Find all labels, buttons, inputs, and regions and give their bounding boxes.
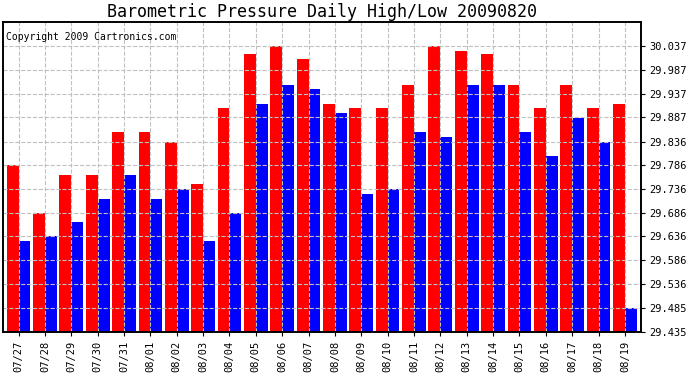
Bar — [191, 184, 203, 332]
Bar — [560, 84, 572, 332]
Bar — [546, 156, 558, 332]
Bar — [440, 137, 452, 332]
Bar — [217, 108, 230, 332]
Bar — [349, 108, 362, 332]
Text: Copyright 2009 Cartronics.com: Copyright 2009 Cartronics.com — [6, 32, 177, 42]
Bar — [98, 198, 110, 332]
Bar — [586, 108, 598, 332]
Bar — [230, 213, 241, 332]
Bar — [19, 241, 30, 332]
Bar — [308, 89, 320, 332]
Bar — [335, 113, 347, 332]
Bar — [572, 118, 584, 332]
Bar — [520, 132, 531, 332]
Bar — [203, 241, 215, 332]
Bar — [625, 308, 637, 332]
Bar — [493, 84, 505, 332]
Bar — [177, 189, 188, 332]
Bar — [59, 175, 71, 332]
Bar — [598, 141, 611, 332]
Bar — [139, 132, 150, 332]
Bar — [534, 108, 546, 332]
Bar — [388, 189, 400, 332]
Bar — [323, 104, 335, 332]
Bar — [112, 132, 124, 332]
Bar — [481, 54, 493, 332]
Bar — [256, 104, 268, 332]
Bar — [455, 51, 466, 332]
Bar — [33, 213, 45, 332]
Bar — [45, 237, 57, 332]
Bar — [86, 175, 98, 332]
Bar — [402, 84, 414, 332]
Bar — [362, 194, 373, 332]
Bar — [297, 59, 308, 332]
Title: Barometric Pressure Daily High/Low 20090820: Barometric Pressure Daily High/Low 20090… — [107, 3, 537, 21]
Bar — [150, 198, 162, 332]
Bar — [508, 84, 520, 332]
Bar — [282, 84, 294, 332]
Bar — [376, 108, 388, 332]
Bar — [124, 175, 136, 332]
Bar — [165, 141, 177, 332]
Bar — [466, 84, 479, 332]
Bar — [270, 46, 282, 332]
Bar — [428, 46, 440, 332]
Bar — [7, 165, 19, 332]
Bar — [71, 222, 83, 332]
Bar — [613, 104, 625, 332]
Bar — [414, 132, 426, 332]
Bar — [244, 54, 256, 332]
